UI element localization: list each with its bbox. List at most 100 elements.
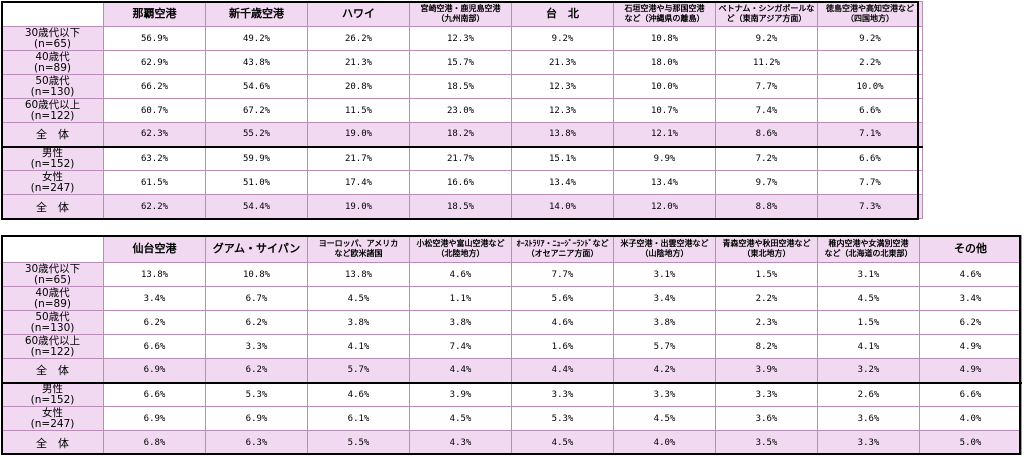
value-cell: 12.3%	[409, 26, 512, 51]
value-cell: 5.3%	[511, 406, 614, 431]
value-cell: 4.6%	[919, 262, 1022, 287]
value-cell: 3.3%	[511, 381, 614, 407]
table-row: 60歳代以上 (n=122) 6.6% 3.3% 4.1% 7.4% 1.6% 5.7% 8.…	[1, 334, 1022, 359]
value-cell: 6.3%	[205, 430, 308, 455]
row-label: 全 体	[1, 430, 104, 455]
value-cell: 1.1%	[409, 286, 512, 311]
value-cell: 4.5%	[613, 406, 716, 431]
row-label: 男性 (n=152)	[1, 145, 104, 171]
value-cell: 1.6%	[511, 334, 614, 359]
value-cell: 3.3%	[817, 430, 920, 455]
value-cell: 6.2%	[103, 310, 206, 335]
column-header: グアム・サイパン	[205, 235, 308, 263]
column-header: その他	[919, 235, 1022, 263]
header-row: 那覇空港 新千歳空港 ハワイ 宮崎空港・鹿児島空港 （九州南部）台 北石垣空港や与那国…	[1, 1, 923, 27]
row-label: 女性 (n=247)	[1, 406, 104, 431]
value-cell: 4.4%	[409, 358, 512, 383]
value-cell: 62.9%	[103, 50, 206, 75]
value-cell: 1.5%	[715, 262, 818, 287]
value-cell: 5.5%	[307, 430, 410, 455]
value-cell: 6.2%	[919, 310, 1022, 335]
row-label: 全 体	[1, 122, 104, 147]
value-cell: 21.3%	[511, 50, 614, 75]
table-row: 女性 (n=247) 61.5% 51.0% 17.4% 16.6% 13.4% 13.4%…	[1, 170, 923, 195]
corner-cell	[1, 1, 104, 27]
value-cell: 54.4%	[205, 194, 308, 219]
column-header: ベトナム・シンガポールな ど（東南アジア方面）	[715, 1, 818, 27]
value-cell: 20.8%	[307, 74, 410, 99]
row-label: 全 体	[1, 194, 104, 219]
value-cell: 16.6%	[409, 170, 512, 195]
value-cell: 21.7%	[409, 145, 512, 171]
row-label: 40歳代 (n=89)	[1, 50, 104, 75]
value-cell: 4.9%	[919, 358, 1022, 383]
value-cell: 7.4%	[715, 98, 818, 123]
value-cell: 3.6%	[817, 406, 920, 431]
row-label: 30歳代以下 (n=65)	[1, 262, 104, 287]
value-cell: 12.1%	[613, 122, 716, 147]
table-row: 30歳代以下 (n=65) 13.8% 10.8% 13.8% 4.6% 7.7% 3.1%…	[1, 262, 1022, 287]
value-cell: 3.8%	[409, 310, 512, 335]
value-cell: 5.7%	[307, 358, 410, 383]
value-cell: 3.3%	[613, 381, 716, 407]
value-cell: 8.8%	[715, 194, 818, 219]
value-cell: 56.9%	[103, 26, 206, 51]
value-cell: 9.9%	[613, 145, 716, 171]
value-cell: 67.2%	[205, 98, 308, 123]
value-cell: 5.3%	[205, 381, 308, 407]
table-row: 40歳代 (n=89) 3.4% 6.7% 4.5% 1.1% 5.6% 3.4% 2.2% 4…	[1, 286, 1022, 311]
value-cell: 7.7%	[817, 170, 923, 195]
value-cell: 10.8%	[205, 262, 308, 287]
row-label: 50歳代 (n=130)	[1, 310, 104, 335]
row-label: 60歳代以上 (n=122)	[1, 98, 104, 123]
value-cell: 59.9%	[205, 145, 308, 171]
value-cell: 3.6%	[715, 406, 818, 431]
value-cell: 23.0%	[409, 98, 512, 123]
table-row: 女性 (n=247) 6.9% 6.9% 6.1% 4.5% 5.3% 4.5% 3.6% 3.…	[1, 406, 1022, 431]
column-header: 宮崎空港・鹿児島空港 （九州南部）	[409, 1, 512, 27]
value-cell: 12.3%	[511, 74, 614, 99]
value-cell: 13.4%	[511, 170, 614, 195]
value-cell: 7.3%	[817, 194, 923, 219]
value-cell: 8.6%	[715, 122, 818, 147]
value-cell: 3.5%	[715, 430, 818, 455]
total-row: 全 体 6.8% 6.3% 5.5% 4.3% 4.5% 4.0% 3.5% 3.3% 5.0%	[1, 430, 1022, 455]
value-cell: 49.2%	[205, 26, 308, 51]
column-header: 米子空港・出雲空港など （山陰地方）	[613, 235, 716, 263]
header-row: 仙台空港 グアム・サイパン ヨーロッパ、アメリカ など欧米諸国 小松空港や富山空港など…	[1, 235, 1022, 263]
table-row: 50歳代 (n=130) 6.2% 6.2% 3.8% 3.8% 4.6% 3.8% 2.3%…	[1, 310, 1022, 335]
value-cell: 7.1%	[817, 122, 923, 147]
value-cell: 66.2%	[103, 74, 206, 99]
column-header: ヨーロッパ、アメリカ など欧米諸国	[307, 235, 410, 263]
value-cell: 6.8%	[103, 430, 206, 455]
value-cell: 18.5%	[409, 74, 512, 99]
value-cell: 10.8%	[613, 26, 716, 51]
value-cell: 6.6%	[817, 98, 923, 123]
value-cell: 2.2%	[817, 50, 923, 75]
value-cell: 21.3%	[307, 50, 410, 75]
row-label: 全 体	[1, 358, 104, 383]
value-cell: 15.7%	[409, 50, 512, 75]
destination-table-1: 那覇空港 新千歳空港 ハワイ 宮崎空港・鹿児島空港 （九州南部）台 北石垣空港や与那国…	[1, 1, 923, 219]
value-cell: 4.6%	[307, 381, 410, 407]
value-cell: 4.6%	[409, 262, 512, 287]
value-cell: 6.9%	[103, 406, 206, 431]
column-header: ハワイ	[307, 1, 410, 27]
value-cell: 6.2%	[205, 358, 308, 383]
column-header: ｵｰｽﾄﾗﾘｱ・ﾆｭｰｼﾞｰﾗﾝﾄﾞなど （オセアニア方面）	[511, 235, 614, 263]
value-cell: 4.0%	[613, 430, 716, 455]
row-label: 男性 (n=152)	[1, 381, 104, 407]
value-cell: 4.5%	[817, 286, 920, 311]
column-header: 稚内空港や女満別空港 など（北海道の北東部）	[817, 235, 920, 263]
value-cell: 3.4%	[613, 286, 716, 311]
value-cell: 61.5%	[103, 170, 206, 195]
table-row: 50歳代 (n=130) 66.2% 54.6% 20.8% 18.5% 12.3% 10.…	[1, 74, 923, 99]
value-cell: 2.3%	[715, 310, 818, 335]
value-cell: 4.1%	[817, 334, 920, 359]
value-cell: 7.4%	[409, 334, 512, 359]
column-header: 小松空港や富山空港など （北陸地方）	[409, 235, 512, 263]
row-label: 60歳代以上 (n=122)	[1, 334, 104, 359]
column-header: 台 北	[511, 1, 614, 27]
value-cell: 10.0%	[817, 74, 923, 99]
value-cell: 3.4%	[919, 286, 1022, 311]
